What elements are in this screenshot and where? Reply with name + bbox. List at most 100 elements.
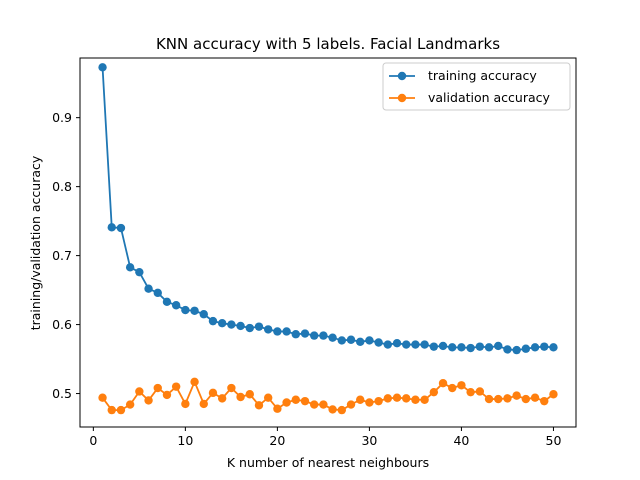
data-point-validation-accuracy [190,377,199,387]
data-point-training-accuracy [411,340,420,349]
data-point-training-accuracy [392,339,402,348]
data-point-validation-accuracy [503,394,512,403]
data-point-validation-accuracy [162,390,172,400]
legend-label-validation: validation accuracy [428,90,551,105]
data-point-training-accuracy [300,329,310,338]
data-point-validation-accuracy [181,399,190,409]
x-tick-label: 40 [453,433,469,448]
data-point-training-accuracy [374,338,383,347]
data-point-validation-accuracy [392,393,402,402]
data-point-training-accuracy [494,341,503,351]
data-point-training-accuracy [475,342,485,351]
data-point-validation-accuracy [457,381,466,390]
legend-marker-validation [397,93,407,103]
legend-label-training: training accuracy [428,68,537,83]
axes-frame [79,57,577,428]
data-point-training-accuracy [107,223,116,232]
data-point-validation-accuracy [144,396,153,405]
data-point-training-accuracy [319,331,328,340]
data-point-training-accuracy [217,319,227,328]
x-tick-label: 50 [546,433,562,448]
data-point-training-accuracy [521,344,531,353]
data-point-training-accuracy [503,345,512,354]
data-point-training-accuracy [429,342,439,351]
data-point-training-accuracy [282,327,291,336]
data-point-training-accuracy [125,263,135,272]
data-point-training-accuracy [448,343,457,352]
data-point-training-accuracy [530,343,540,352]
data-point-training-accuracy [171,301,181,310]
y-tick-label: 0.5 [52,386,72,401]
legend: training accuracy validation accuracy [382,62,571,111]
data-point-training-accuracy [328,333,337,342]
data-point-training-accuracy [457,343,466,352]
data-point-validation-accuracy [420,395,429,404]
data-point-training-accuracy [383,340,393,349]
data-point-training-accuracy [162,297,172,307]
data-point-training-accuracy [291,330,300,339]
data-point-training-accuracy [310,331,319,340]
data-point-training-accuracy [190,306,199,315]
data-point-validation-accuracy [411,395,420,404]
data-point-validation-accuracy [448,383,457,393]
x-axis-label: K number of nearest neighbours [227,455,429,470]
data-point-validation-accuracy [116,405,126,415]
y-tick-label: 0.8 [52,179,72,194]
data-point-training-accuracy [337,336,346,345]
data-point-validation-accuracy [438,379,448,388]
y-tick-label: 0.6 [52,317,72,332]
data-point-validation-accuracy [521,394,531,404]
data-point-training-accuracy [346,335,356,344]
data-point-validation-accuracy [365,398,374,407]
data-point-validation-accuracy [374,396,383,406]
data-point-validation-accuracy [319,400,328,409]
data-point-validation-accuracy [135,387,144,396]
data-point-training-accuracy [438,341,448,351]
y-tick-label: 0.9 [52,110,72,125]
data-point-validation-accuracy [282,398,291,407]
data-point-training-accuracy [273,327,282,336]
data-point-training-accuracy [116,223,126,233]
data-point-training-accuracy [466,343,475,353]
data-point-validation-accuracy [540,396,549,406]
data-point-training-accuracy [98,63,107,72]
data-point-validation-accuracy [402,394,411,403]
data-point-training-accuracy [402,340,411,349]
data-point-training-accuracy [540,342,549,351]
x-tick-label: 20 [269,433,285,448]
data-point-validation-accuracy [549,390,558,399]
data-point-validation-accuracy [199,399,208,409]
data-point-validation-accuracy [530,393,540,402]
data-point-validation-accuracy [217,394,227,403]
legend-marker-training [397,71,407,81]
data-point-training-accuracy [153,288,162,298]
data-point-validation-accuracy [328,405,337,414]
chart-title: KNN accuracy with 5 labels. Facial Landm… [156,35,500,53]
data-point-training-accuracy [135,267,144,277]
axes: 0 10 20 30 40 50 0.5 0.6 0.7 0.8 0.9 [52,57,577,448]
data-point-validation-accuracy [273,404,282,413]
data-point-validation-accuracy [236,392,245,402]
data-point-training-accuracy [227,320,236,329]
data-point-training-accuracy [420,340,429,349]
data-point-validation-accuracy [245,390,254,399]
data-point-training-accuracy [199,310,208,319]
data-point-validation-accuracy [107,405,116,415]
data-point-validation-accuracy [466,387,475,397]
data-point-training-accuracy [181,305,190,315]
data-point-validation-accuracy [171,382,181,391]
y-tick-label: 0.7 [52,248,72,263]
y-axis-label: training/validation accuracy [28,155,43,330]
data-point-training-accuracy [144,284,153,293]
data-point-training-accuracy [484,343,494,352]
data-point-validation-accuracy [429,387,439,397]
data-point-validation-accuracy [475,387,485,396]
data-point-validation-accuracy [383,394,393,403]
data-point-validation-accuracy [263,393,273,402]
data-point-validation-accuracy [356,395,365,404]
data-point-validation-accuracy [98,393,107,402]
x-tick-label: 30 [361,433,377,448]
legend-frame [382,62,571,111]
data-point-validation-accuracy [346,400,356,409]
data-point-validation-accuracy [254,401,264,410]
